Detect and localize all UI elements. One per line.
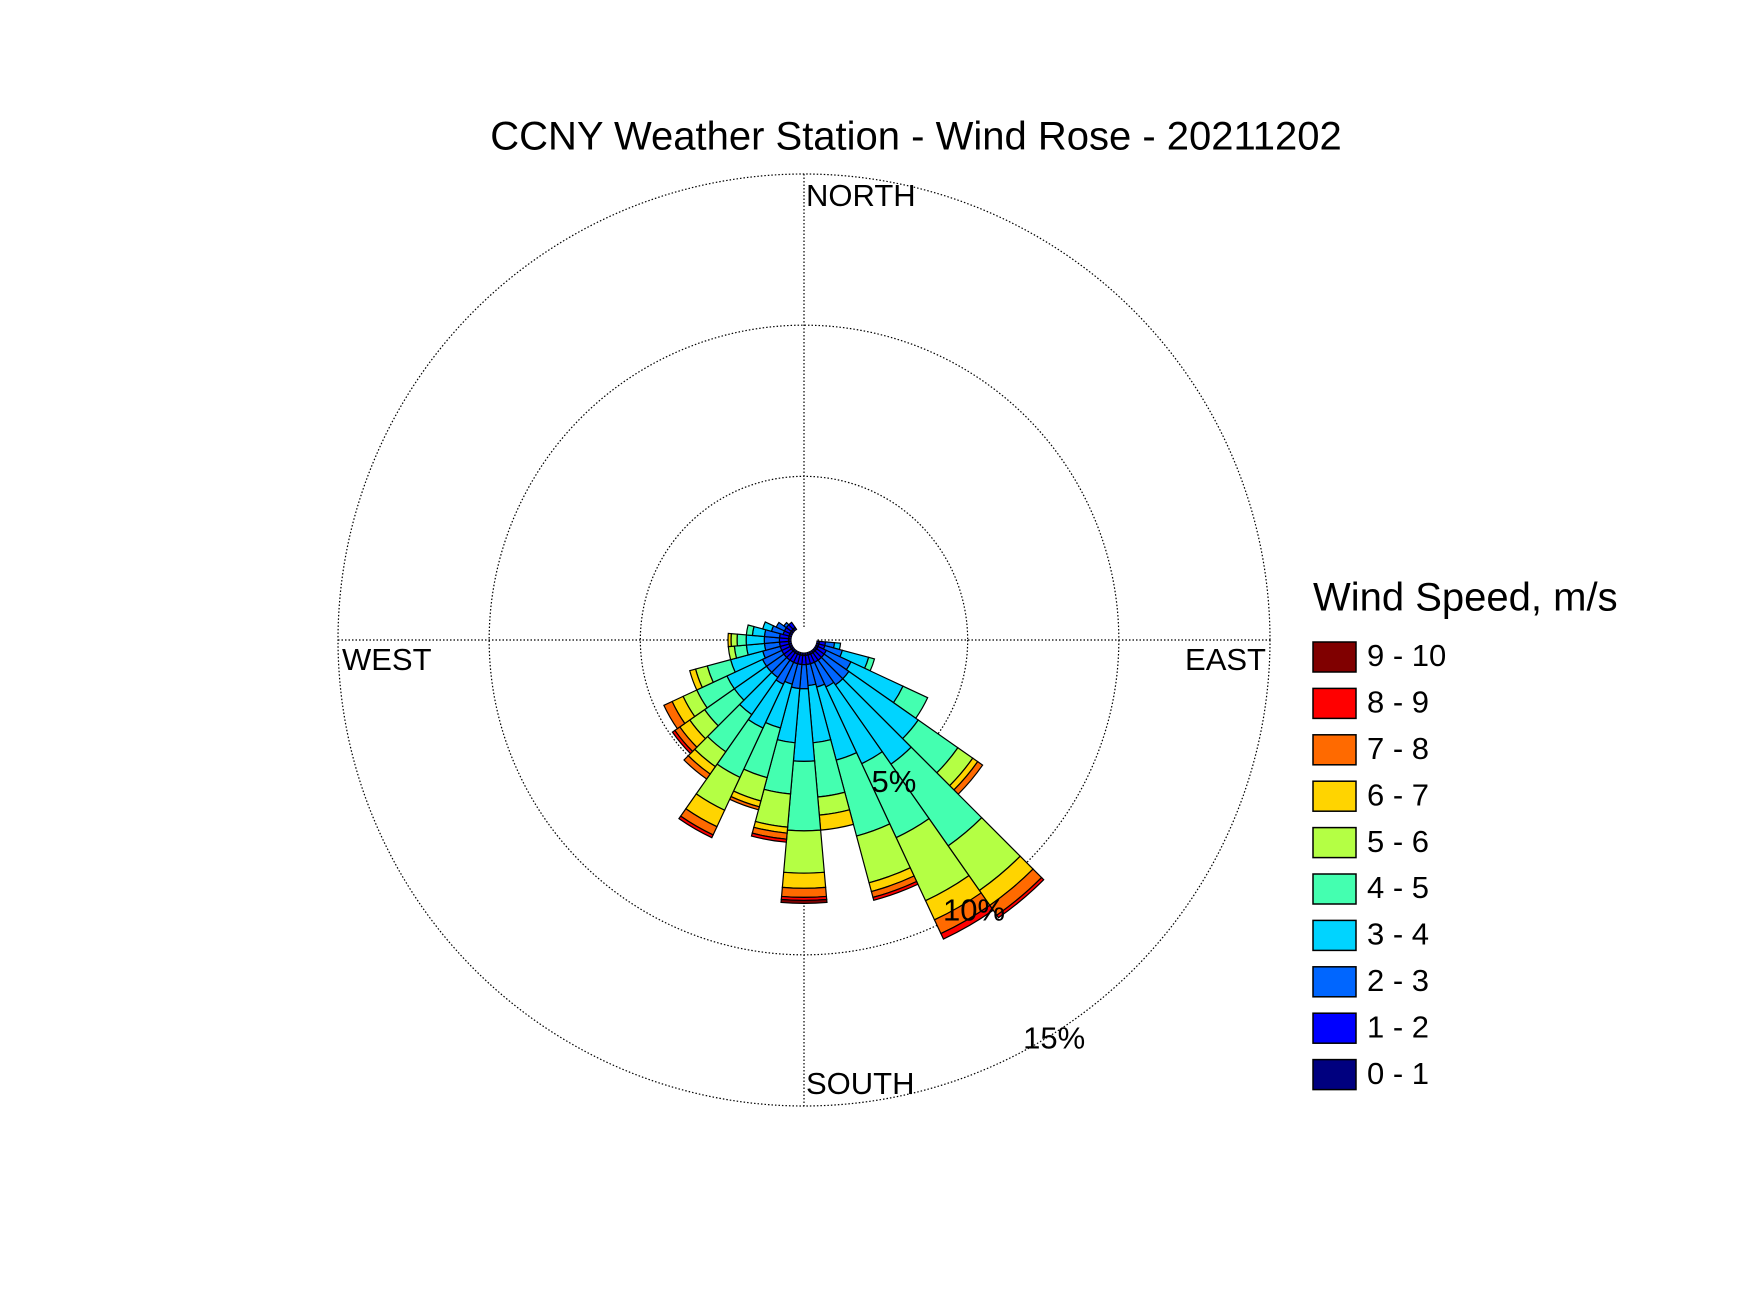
wind-segment [671,729,694,755]
legend-label: 6 - 7 [1367,777,1429,812]
wind-segment [736,633,748,647]
legend-label: 7 - 8 [1367,731,1429,766]
wind-segment [663,700,686,730]
legend-swatch [1312,641,1357,673]
wind-segment [783,621,790,629]
legend-swatch [1312,1012,1357,1044]
r-tick-label: 5% [872,764,917,799]
wind-segment [872,880,919,902]
wind-segment [781,871,827,889]
wind-segment [688,668,704,691]
legend-title: Wind Speed, m/s [1313,576,1618,620]
wind-segment [780,886,828,898]
legend-swatch [1312,1058,1357,1091]
wind-segment [730,632,738,648]
compass-label: NORTH [806,178,916,213]
compass-label: WEST [342,642,432,677]
legend-label: 9 - 10 [1367,638,1446,673]
wind-segment [750,832,788,843]
legend-label: 1 - 2 [1367,1009,1429,1044]
wind-segment [995,876,1045,919]
legend-swatch [1312,826,1357,859]
legend-label: 4 - 5 [1367,870,1429,905]
legend-label: 2 - 3 [1367,963,1429,998]
legend-label: 8 - 9 [1367,685,1429,720]
r-tick-label: 10% [943,892,1005,927]
legend-label: 5 - 6 [1367,824,1429,859]
r-tick-label: 15% [1023,1020,1085,1055]
center-hole [791,627,817,653]
legend-swatch [1312,734,1357,766]
compass-label: SOUTH [806,1066,915,1101]
wind-segment [727,632,732,648]
compass-label: EAST [1185,642,1266,677]
legend-label: 3 - 4 [1367,917,1429,952]
wind-segment [775,621,788,632]
legend-swatch [1312,780,1357,812]
wind-segment [745,624,755,637]
wind-segment [761,621,775,633]
legend-swatch [1312,687,1357,720]
wind-segment [780,898,828,905]
wind-segment [787,621,796,630]
legend-swatch [1312,966,1357,998]
legend-label: 0 - 1 [1367,1056,1429,1091]
chart-title: CCNY Weather Station - Wind Rose - 20211… [490,115,1342,159]
wind-segment [678,815,714,839]
wind-segment [683,754,711,780]
legend-swatch [1312,873,1357,905]
legend-swatch [1312,919,1357,952]
wind-segment [783,829,825,874]
wind-segment [940,904,995,940]
